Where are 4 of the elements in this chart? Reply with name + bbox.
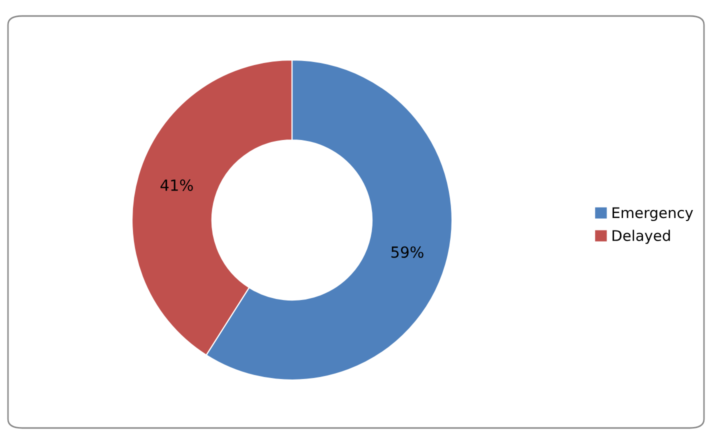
legend-label: Emergency <box>612 207 693 222</box>
data-label: 41% <box>160 179 193 191</box>
data-label: 59% <box>391 246 424 258</box>
legend-label: Delayed <box>612 230 670 244</box>
